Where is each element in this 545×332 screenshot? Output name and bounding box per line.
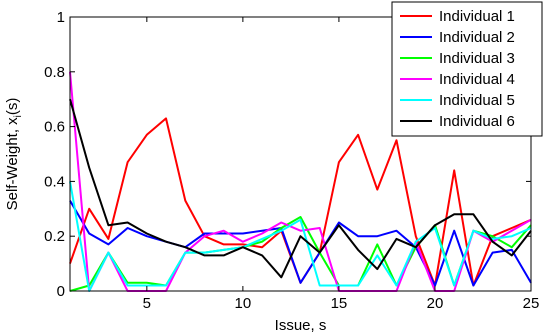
y-axis-label-tail: (s) [4,98,21,116]
x-tick-label: 10 [235,295,252,312]
y-tick-label: 0.4 [44,173,65,190]
series-line-5 [69,181,532,292]
legend-label-4: Individual 4 [439,71,515,88]
y-tick-label: 0 [57,283,65,300]
x-axis-label: Issue, s [275,317,327,332]
x-tick-label: 25 [523,295,540,312]
y-axis-label-sub: i [13,115,24,117]
x-tick-label: 5 [143,295,151,312]
axis-ticks: 5 10 15 20 25 0 0.2 0.4 0.6 0.8 1 [44,9,539,312]
legend-label-6: Individual 6 [439,113,515,130]
legend-label-2: Individual 2 [439,29,515,46]
y-tick-label: 0.8 [44,64,65,81]
legend-label-3: Individual 3 [439,50,515,67]
y-axis-label-main: Self-Weight, x [4,117,21,211]
legend-label-5: Individual 5 [439,92,515,109]
plot-frame [69,16,532,292]
y-tick-label: 0.2 [44,228,65,245]
y-axis-label: Self-Weight, xi(s) [4,98,24,211]
y-tick-label: 0.6 [44,119,65,136]
x-tick-label: 20 [427,295,444,312]
legend-box [391,1,543,137]
series-line-2 [69,200,532,287]
y-tick-label: 1 [57,9,65,26]
x-tick-label: 15 [331,295,348,312]
series-line-6 [69,98,532,279]
legend-label-1: Individual 1 [439,8,515,25]
legend: Individual 1 Individual 2 Individual 3 Indi… [391,1,543,137]
